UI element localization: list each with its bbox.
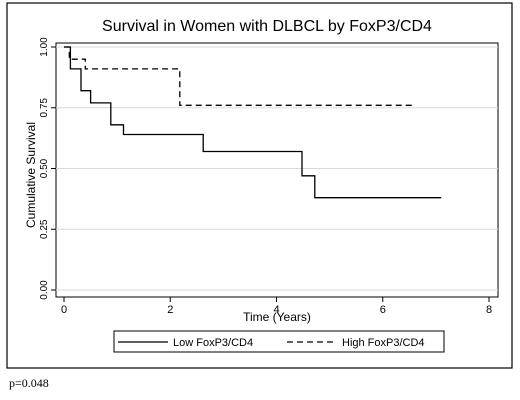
y-tick-label: 0.50 [39,158,50,178]
x-axis-label: Time (Years) [243,310,311,324]
grid-lines [56,46,498,291]
y-tick-label: 0.25 [39,219,50,239]
x-tick-label: 2 [167,304,173,316]
legend: Low FoxP3/CD4 High FoxP3/CD4 [113,330,445,353]
legend-label-high: High FoxP3/CD4 [342,337,425,349]
x-tick-label: 0 [61,304,67,316]
y-tick-label: 0.75 [39,98,50,118]
y-tick-label: 0.00 [39,280,50,300]
y-tick-label: 1.00 [39,37,50,57]
series-line-low [64,46,442,199]
p-value-footnote: p=0.048 [9,376,49,390]
legend-label-low: Low FoxP3/CD4 [173,337,253,349]
axes: 0.00 0.25 0.50 0.75 1.00 0 2 4 6 8 [39,37,492,316]
legend-box [113,330,445,353]
plot-area [55,42,499,298]
y-axis-label: Cumulative Survival [24,122,38,228]
x-tick-label: 6 [380,304,386,316]
x-tick-label: 4 [273,304,279,316]
chart-title: Survival in Women with DLBCL by FoxP3/CD… [102,18,432,35]
survival-curves [64,46,442,199]
x-tick-label: 8 [486,304,492,316]
